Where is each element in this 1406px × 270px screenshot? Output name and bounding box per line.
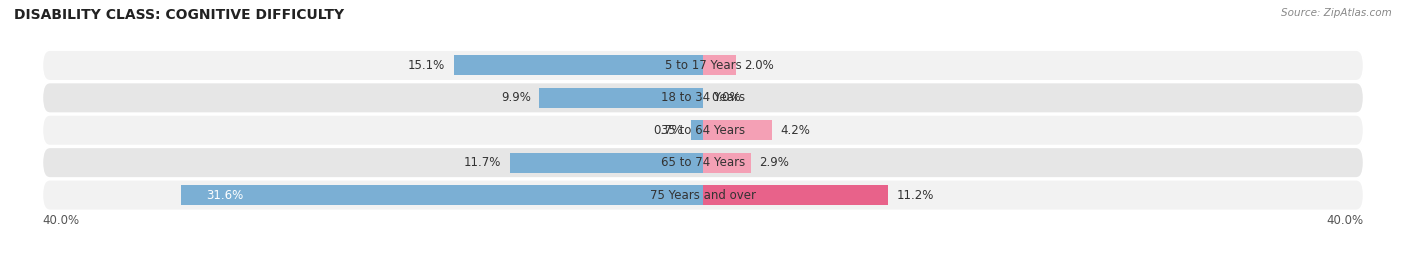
Text: 0.7%: 0.7%: [654, 124, 683, 137]
Bar: [703, 55, 737, 76]
Bar: [540, 88, 703, 108]
Text: 2.9%: 2.9%: [759, 156, 789, 169]
FancyBboxPatch shape: [42, 180, 1364, 211]
Text: Source: ZipAtlas.com: Source: ZipAtlas.com: [1281, 8, 1392, 18]
FancyBboxPatch shape: [42, 82, 1364, 113]
Text: DISABILITY CLASS: COGNITIVE DIFFICULTY: DISABILITY CLASS: COGNITIVE DIFFICULTY: [14, 8, 344, 22]
FancyBboxPatch shape: [42, 147, 1364, 178]
Text: 31.6%: 31.6%: [205, 188, 243, 201]
Text: 40.0%: 40.0%: [42, 214, 79, 227]
Text: 65 to 74 Years: 65 to 74 Years: [661, 156, 745, 169]
Text: 9.9%: 9.9%: [502, 91, 531, 104]
FancyBboxPatch shape: [42, 50, 1364, 81]
Text: 15.1%: 15.1%: [408, 59, 446, 72]
Text: 2.0%: 2.0%: [744, 59, 775, 72]
Text: 35 to 64 Years: 35 to 64 Years: [661, 124, 745, 137]
Text: 5 to 17 Years: 5 to 17 Years: [665, 59, 741, 72]
Bar: [454, 55, 703, 76]
Bar: [181, 185, 703, 205]
Text: 4.2%: 4.2%: [780, 124, 810, 137]
Bar: [703, 120, 772, 140]
FancyBboxPatch shape: [42, 115, 1364, 146]
Text: 40.0%: 40.0%: [1327, 214, 1364, 227]
Bar: [703, 153, 751, 173]
Bar: [692, 120, 703, 140]
Text: 18 to 34 Years: 18 to 34 Years: [661, 91, 745, 104]
Text: 75 Years and over: 75 Years and over: [650, 188, 756, 201]
Text: 0.0%: 0.0%: [711, 91, 741, 104]
Bar: [510, 153, 703, 173]
Text: 11.7%: 11.7%: [464, 156, 502, 169]
Text: 11.2%: 11.2%: [896, 188, 934, 201]
Bar: [703, 185, 889, 205]
